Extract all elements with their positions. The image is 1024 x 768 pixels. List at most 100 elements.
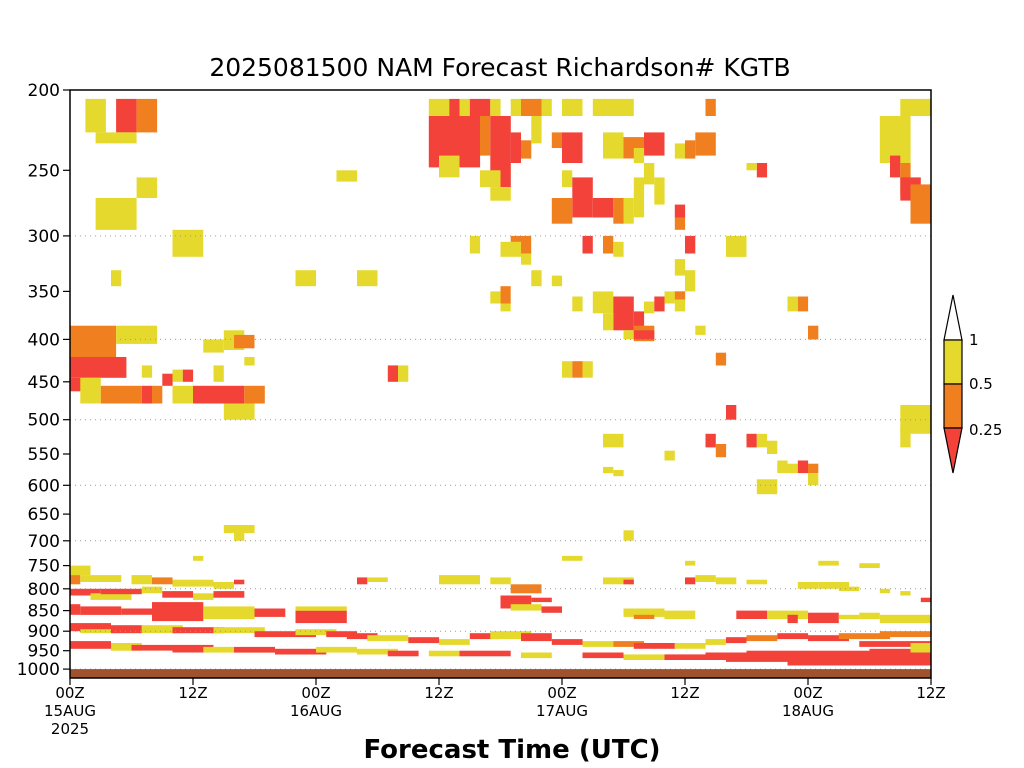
x-tick-label-0-2: 2025 [51,720,89,738]
data-cell-38 [685,140,696,159]
plot-frame [69,89,932,679]
data-cell-229 [859,641,932,647]
data-cell-134 [756,479,778,495]
x-tick-label-5-0: 12Z [670,684,699,702]
y-tick-label-250: 250 [28,161,60,181]
y-tick-label-500: 500 [28,411,60,431]
data-cell-44 [910,184,931,224]
data-cell-226 [808,635,849,642]
data-cell-144 [685,560,696,566]
surface-layer [70,669,931,678]
legend-label-1: 1 [969,331,979,349]
data-cell-47 [674,217,686,230]
data-cell-68 [500,241,521,257]
x-tick-label-7-0: 12Z [916,684,945,702]
data-cell-232 [131,644,173,651]
data-cell-82 [633,311,645,333]
data-cell-140 [223,525,255,533]
y-tick-label-900: 900 [28,622,60,642]
data-cell-26 [562,132,583,163]
data-cell-33 [633,177,645,218]
data-cell-29 [551,198,573,224]
data-cell-56 [685,270,696,292]
data-cell-74 [500,286,511,304]
data-cell-100 [100,385,142,404]
data-cell-91 [787,296,798,312]
data-cell-11 [541,98,552,116]
data-cell-201 [70,623,111,632]
data-cell-180 [80,606,122,615]
data-cell-132 [808,463,819,474]
data-cell-193 [664,610,696,619]
data-cell-111 [213,365,224,382]
data-cell-162 [685,577,696,585]
data-cell-30 [592,198,614,218]
data-cell-174 [100,588,142,595]
data-cell-169 [879,588,891,594]
legend-bin-red [943,427,963,474]
data-cell-54 [685,235,696,254]
data-cell-242 [521,652,552,659]
data-cell-200 [879,614,932,624]
data-cell-147 [70,565,91,576]
x-tick-label-3-0: 12Z [424,684,453,702]
data-cell-198 [838,614,860,619]
data-cell-177 [193,593,214,600]
data-cell-102 [152,385,163,404]
data-cell-25 [551,132,563,148]
data-cell-205 [172,627,224,634]
data-cell-213 [439,639,470,645]
data-cell-104 [172,369,183,382]
data-cell-122 [664,450,675,461]
data-cell-139 [623,530,634,541]
data-cell-183 [203,606,255,619]
data-cell-15 [900,98,932,116]
data-cell-40 [879,116,911,163]
data-cell-148 [70,575,81,585]
data-cell-32 [623,198,634,224]
data-cell-99 [80,377,101,404]
y-tick-label-700: 700 [28,532,60,552]
y-tick-label-750: 750 [28,557,60,577]
chart-title: 2025081500 NAM Forecast Richardson# KGTB [209,53,790,82]
data-cell-58 [95,198,137,230]
data-cell-12 [562,98,583,116]
data-cell-83 [644,301,655,314]
data-cell-50 [633,148,645,163]
data-cell-78 [592,291,614,314]
data-cell-216 [521,633,552,642]
x-tick-label-1-0: 12Z [178,684,207,702]
data-cell-88 [674,291,686,300]
data-cell-128 [767,440,778,454]
data-cell-96 [70,357,127,378]
data-cell-130 [787,463,798,474]
data-cell-141 [234,533,245,541]
plot-cells [70,98,932,666]
data-cell-107 [172,385,193,404]
x-tick-label-0-1: 15AUG [44,702,96,720]
data-cell-110 [203,339,224,353]
data-cell-252 [910,643,931,653]
data-cell-49 [644,163,655,185]
data-cell-182 [152,602,204,622]
data-cell-125 [726,405,737,420]
data-cell-222 [705,639,726,645]
data-cell-136 [900,426,911,448]
y-tick-label-850: 850 [28,602,60,622]
y-tick-label-350: 350 [28,282,60,302]
data-cell-223 [726,637,747,644]
data-cell-14 [705,98,716,116]
data-cell-70 [551,275,563,287]
data-cell-138 [613,470,624,477]
x-tick-label-6-1: 18AUG [782,702,834,720]
data-cell-5 [449,98,460,116]
x-tick-label-4-0: 00Z [547,684,576,702]
data-cell-207 [254,631,316,638]
data-cell-87 [633,330,655,340]
data-cell-158 [490,577,511,585]
data-cell-236 [275,648,327,655]
data-cell-142 [193,555,204,561]
data-cell-199 [859,612,880,619]
data-cell-217 [551,639,583,645]
